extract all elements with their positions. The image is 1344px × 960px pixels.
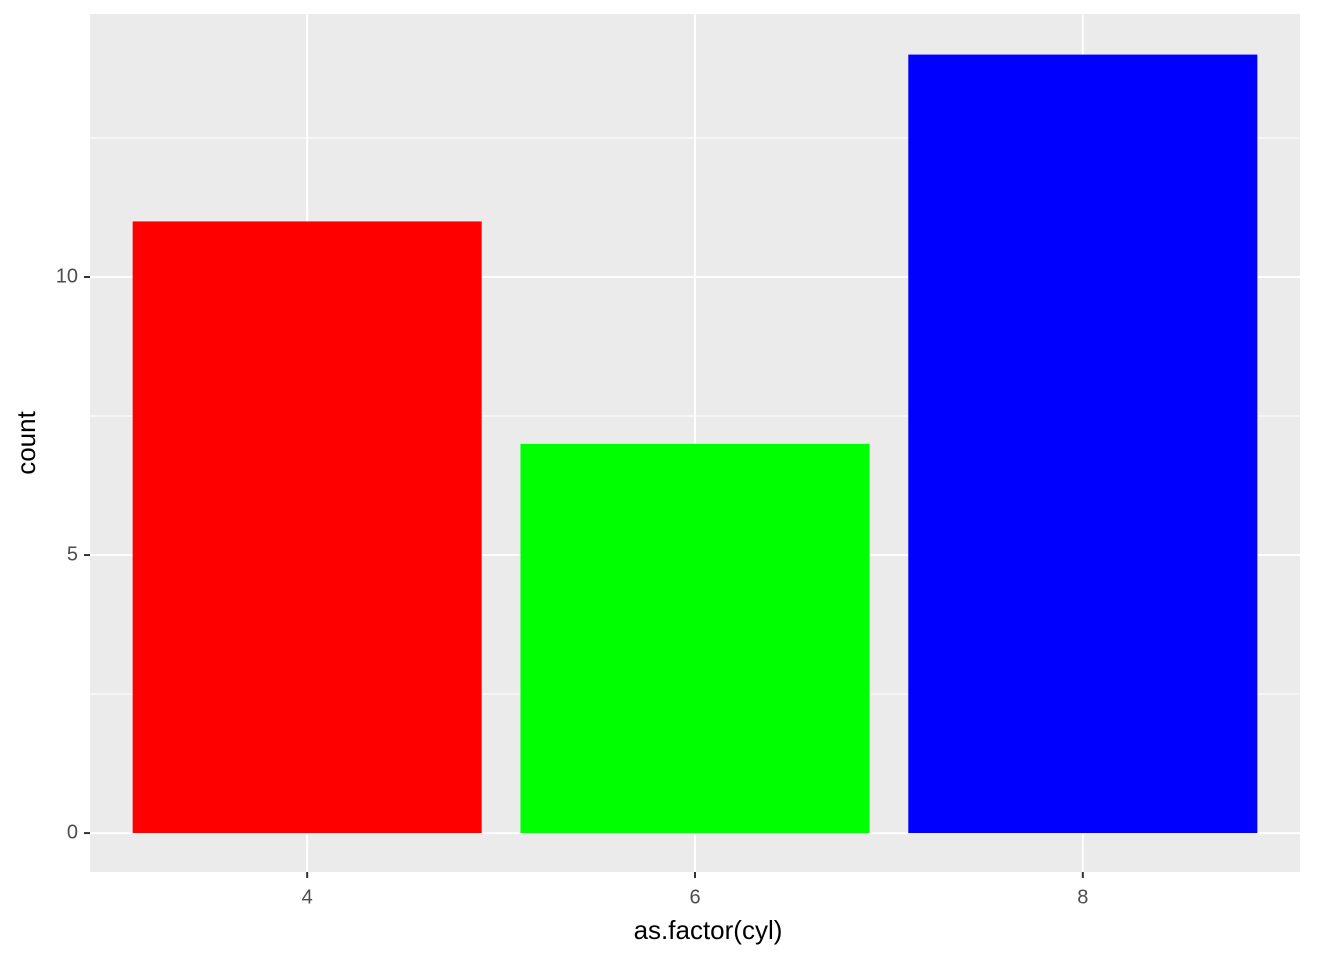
y-tick-label: 0 bbox=[67, 821, 78, 843]
y-axis-label: count bbox=[11, 410, 41, 474]
x-tick-label: 6 bbox=[689, 886, 700, 908]
y-tick-label: 5 bbox=[67, 543, 78, 565]
x-axis-label: as.factor(cyl) bbox=[634, 915, 783, 945]
bar bbox=[908, 54, 1258, 834]
x-tick-label: 4 bbox=[302, 886, 313, 908]
y-tick-label: 10 bbox=[56, 265, 78, 287]
x-tick-label: 8 bbox=[1077, 886, 1088, 908]
bar bbox=[520, 443, 870, 834]
bar bbox=[132, 221, 482, 834]
